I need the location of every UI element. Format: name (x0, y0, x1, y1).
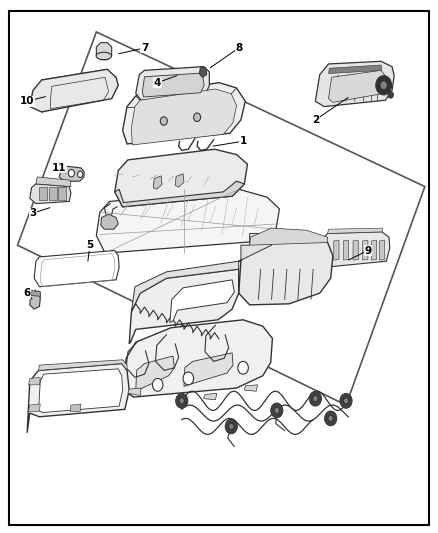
Text: 1: 1 (240, 136, 247, 146)
Polygon shape (334, 240, 339, 260)
Polygon shape (142, 73, 204, 97)
Text: 6: 6 (24, 288, 31, 298)
Circle shape (313, 395, 318, 402)
Polygon shape (371, 240, 377, 260)
Polygon shape (39, 360, 127, 370)
Polygon shape (36, 177, 71, 187)
Circle shape (238, 361, 248, 374)
Polygon shape (153, 176, 162, 189)
FancyBboxPatch shape (9, 11, 429, 525)
Polygon shape (128, 388, 141, 395)
Circle shape (160, 117, 167, 125)
Circle shape (388, 92, 393, 98)
Polygon shape (115, 181, 244, 207)
Text: 9: 9 (364, 246, 371, 255)
Polygon shape (30, 291, 40, 309)
Circle shape (325, 411, 337, 426)
Circle shape (225, 419, 237, 434)
Polygon shape (28, 290, 41, 296)
Circle shape (271, 403, 283, 418)
Polygon shape (379, 240, 385, 260)
Circle shape (183, 372, 194, 385)
Text: 8: 8 (235, 43, 242, 53)
Polygon shape (123, 83, 245, 144)
Polygon shape (28, 377, 40, 385)
Polygon shape (353, 240, 358, 260)
Polygon shape (39, 187, 47, 200)
Text: 11: 11 (52, 163, 67, 173)
Polygon shape (199, 67, 207, 77)
Polygon shape (250, 228, 328, 245)
Polygon shape (49, 187, 57, 200)
Circle shape (376, 76, 392, 95)
Polygon shape (115, 149, 247, 207)
Polygon shape (28, 404, 40, 411)
Text: 5: 5 (86, 240, 93, 250)
Circle shape (194, 113, 201, 122)
Polygon shape (184, 353, 233, 386)
Polygon shape (96, 189, 279, 253)
Text: 7: 7 (141, 43, 148, 53)
Polygon shape (124, 320, 272, 397)
Circle shape (328, 415, 333, 422)
Circle shape (68, 169, 74, 177)
Polygon shape (30, 184, 71, 204)
Polygon shape (39, 369, 123, 413)
Polygon shape (328, 70, 386, 102)
Circle shape (176, 393, 188, 408)
Polygon shape (101, 214, 118, 229)
Polygon shape (363, 240, 368, 260)
Polygon shape (328, 65, 382, 74)
Circle shape (380, 81, 387, 90)
Polygon shape (315, 61, 394, 107)
Polygon shape (319, 232, 390, 266)
Text: 2: 2 (312, 115, 319, 125)
Polygon shape (136, 356, 174, 390)
Polygon shape (58, 187, 66, 200)
Polygon shape (30, 69, 118, 112)
Polygon shape (204, 393, 217, 400)
Polygon shape (96, 43, 112, 60)
Polygon shape (343, 240, 349, 260)
Text: 3: 3 (29, 208, 36, 218)
Circle shape (343, 398, 349, 404)
Text: 10: 10 (20, 96, 35, 106)
Circle shape (340, 393, 352, 408)
Circle shape (309, 391, 321, 406)
Polygon shape (244, 385, 258, 391)
Polygon shape (131, 233, 272, 312)
Circle shape (274, 407, 279, 414)
Polygon shape (136, 67, 209, 100)
Circle shape (229, 423, 234, 430)
Polygon shape (170, 280, 234, 322)
Circle shape (179, 398, 184, 404)
Polygon shape (59, 166, 84, 181)
Circle shape (152, 378, 163, 391)
Polygon shape (175, 174, 184, 187)
Ellipse shape (96, 52, 111, 60)
Text: 4: 4 (154, 78, 161, 87)
Polygon shape (27, 364, 129, 433)
Polygon shape (70, 404, 81, 411)
Polygon shape (328, 228, 383, 233)
Circle shape (78, 171, 83, 177)
Polygon shape (34, 251, 119, 287)
Polygon shape (129, 269, 239, 344)
Polygon shape (131, 89, 237, 145)
Polygon shape (239, 233, 333, 305)
